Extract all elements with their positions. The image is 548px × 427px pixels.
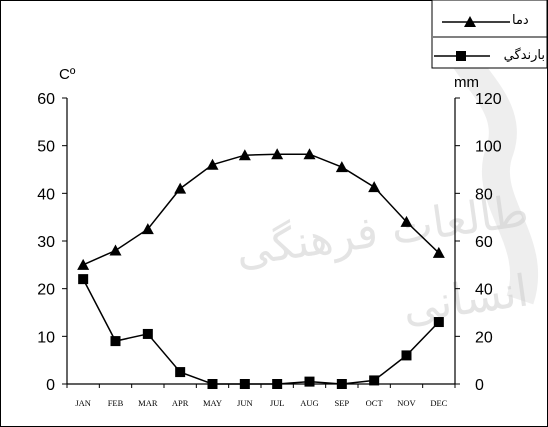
precipitation-point xyxy=(336,379,347,389)
temperature-point xyxy=(238,149,251,161)
temperature-point xyxy=(109,244,122,256)
temperature-point xyxy=(271,148,284,160)
y-left-tick-label: 60 xyxy=(37,91,55,108)
y-right-tick-label: 20 xyxy=(475,329,493,346)
y-right-tick-label: 100 xyxy=(475,139,502,156)
precipitation-point xyxy=(401,350,412,361)
precipitation-point xyxy=(369,375,380,386)
legend: دما بارندگي xyxy=(431,0,548,69)
x-tick-label: MAR xyxy=(138,398,158,408)
precipitation-point xyxy=(142,328,153,339)
y-left-tick-label: 20 xyxy=(37,282,55,299)
x-tick-label: MAY xyxy=(203,398,222,408)
series-line-temperature xyxy=(82,153,440,266)
precipitation-point xyxy=(110,336,121,347)
y-left-unit: Cº xyxy=(59,66,76,83)
y-left-tick-label: 10 xyxy=(37,329,55,346)
x-tick-label: APR xyxy=(172,398,189,408)
temperature-point xyxy=(335,161,348,173)
x-tick-label: FEB xyxy=(108,398,124,408)
watermark-line-2: انسانی xyxy=(400,265,532,333)
temperature-point xyxy=(432,246,445,258)
precipitation-point xyxy=(175,367,186,378)
x-tick-label: JUN xyxy=(237,398,253,408)
precipitation-point xyxy=(78,274,89,285)
x-tick-label: JUL xyxy=(270,398,285,408)
x-tick-label: OCT xyxy=(366,398,384,408)
temperature-point xyxy=(206,158,219,170)
x-tick-label: DEC xyxy=(430,398,447,408)
temperature-point xyxy=(77,258,90,270)
precipitation-point xyxy=(239,379,250,389)
y-right-tick-label: 60 xyxy=(475,234,493,251)
y-left-tick-label: 0 xyxy=(46,377,55,394)
temperature-point xyxy=(400,215,413,227)
y-right-tick-label: 120 xyxy=(475,91,502,108)
temperature-point xyxy=(174,182,187,194)
series-line-precipitation xyxy=(82,278,440,385)
temperature-point xyxy=(141,223,154,235)
x-tick-label: NOV xyxy=(397,398,416,408)
y-left-tick-label: 30 xyxy=(37,234,55,251)
y-right-tick-label: 80 xyxy=(475,186,493,203)
temperature-point xyxy=(368,181,381,193)
x-tick-label: SEP xyxy=(335,398,350,408)
y-right-unit: mm xyxy=(454,74,479,91)
legend-label-temperature: دما xyxy=(512,13,529,28)
y-left-tick-label: 40 xyxy=(37,186,55,203)
precipitation-point xyxy=(304,376,315,387)
legend-label-precipitation: بارندگي xyxy=(504,47,545,63)
x-tick-label: AUG xyxy=(300,398,318,408)
precipitation-point xyxy=(207,379,218,389)
precipitation-point xyxy=(433,317,444,328)
x-tick-label: JAN xyxy=(75,398,91,408)
y-right-tick-label: 0 xyxy=(475,377,484,394)
legend-square-marker xyxy=(456,51,466,61)
y-right-tick-label: 40 xyxy=(475,282,493,299)
legend-triangle-marker xyxy=(464,16,476,27)
temperature-point xyxy=(303,148,316,160)
series-layer xyxy=(77,148,445,389)
precipitation-point xyxy=(272,379,283,389)
y-left-tick-label: 50 xyxy=(37,139,55,156)
